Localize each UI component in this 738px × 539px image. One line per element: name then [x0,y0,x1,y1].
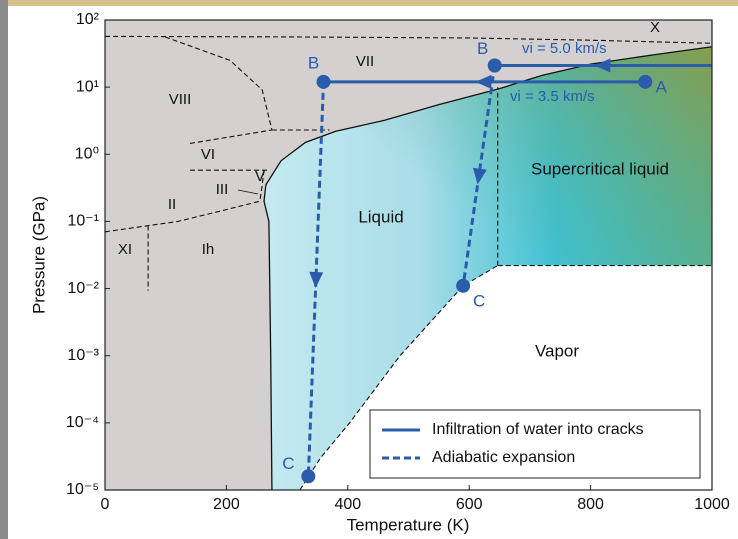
point-label: B [477,39,488,58]
x-axis-label: Temperature (K) [347,515,470,534]
region-label: X [650,19,660,36]
point-marker [487,58,502,73]
region-label: III [216,181,229,198]
x-tick-label: 400 [334,496,361,513]
velocity-label: vi = 3.5 km/s [510,88,595,105]
plot-area [105,20,712,490]
x-tick-label: 0 [101,496,110,513]
x-tick-label: 1000 [694,496,730,513]
point-marker [456,278,471,293]
phase-boundary [164,36,273,131]
direction-arrow [472,167,487,185]
plot-frame [104,19,713,491]
direction-arrow [309,271,324,289]
region-label: VIII [169,91,192,108]
region-label: Ih [202,241,215,258]
x-tick-label: 800 [577,496,604,513]
region-label: Liquid [358,207,403,226]
direction-arrow [594,58,611,73]
leader-line [237,189,259,195]
point-label: C [282,454,294,473]
x-tick-label: 200 [213,496,240,513]
phase-boundary [263,46,712,490]
region-label: VI [201,146,215,163]
photo-edge [0,0,738,6]
y-tick-label: 10⁻⁵ [66,481,99,498]
y-tick-label: 10⁻⁴ [66,414,99,431]
phase-boundary [259,170,265,202]
region-label: VII [356,53,374,70]
phase-boundary [189,129,273,144]
photo-edge [0,0,8,539]
y-tick-label: 10² [76,11,100,28]
point-marker [301,469,316,484]
point-label: C [473,291,485,310]
velocity-label: vi = 5.0 km/s [522,40,607,57]
legend-box [369,409,701,479]
y-tick-label: 10⁰ [75,146,99,163]
region-label: V [255,168,265,185]
y-axis-label: Pressure (GPa) [29,196,48,314]
point-marker [638,74,653,89]
legend-label: Adiabatic expansion [432,449,575,466]
x-tick-label: 600 [456,496,483,513]
legend-label: Infiltration of water into cracks [432,421,644,438]
direction-arrow [475,74,492,89]
y-tick-label: 10⁻¹ [67,213,99,230]
phase-boundary [105,35,712,44]
point-label: A [656,77,668,96]
point-marker [316,74,331,89]
region-label: Supercritical liquid [531,159,669,178]
phase-boundary [105,200,260,233]
region-label: Vapor [535,341,579,360]
region-label: II [168,196,176,213]
y-tick-label: 10⁻³ [67,347,99,364]
point-label: B [308,53,319,72]
y-tick-label: 10¹ [76,78,99,95]
y-tick-label: 10⁻² [67,280,99,297]
region-label: XI [118,241,132,258]
liquid-region-tint [264,46,712,490]
